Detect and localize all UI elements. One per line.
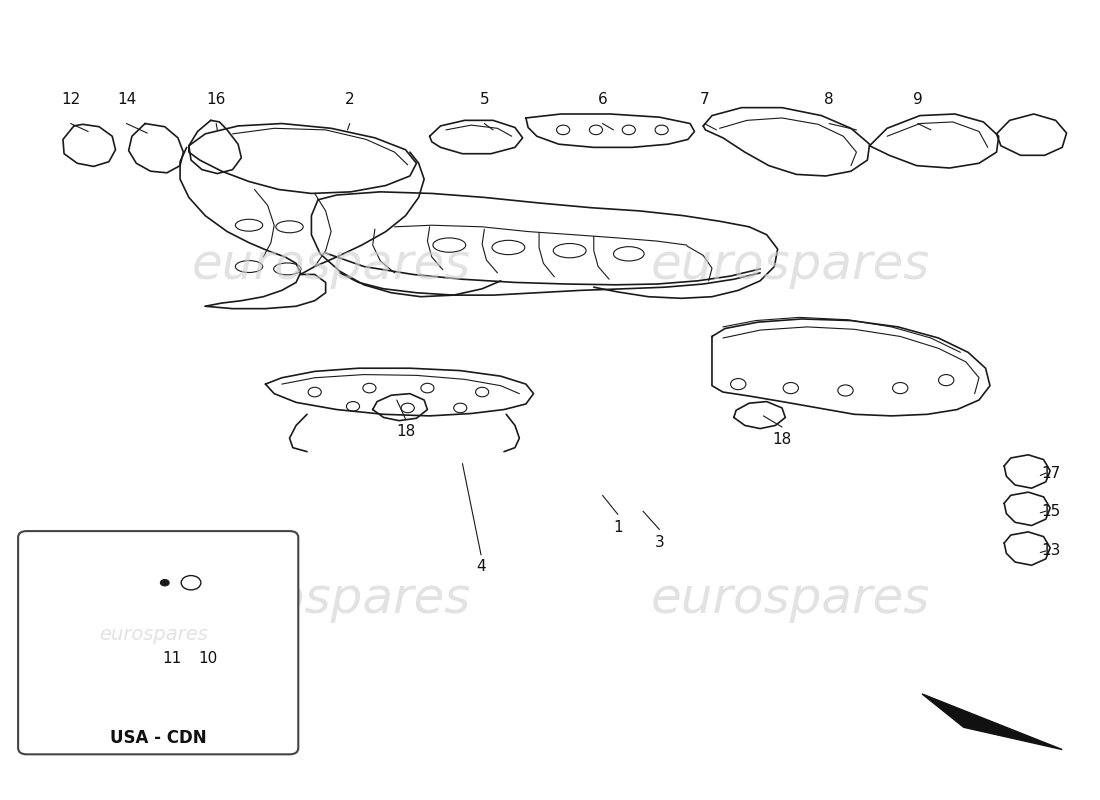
- Text: 14: 14: [117, 92, 136, 107]
- Text: 15: 15: [1042, 504, 1060, 518]
- Text: 11: 11: [163, 650, 182, 666]
- Text: 7: 7: [700, 92, 710, 107]
- Text: eurospares: eurospares: [191, 241, 471, 289]
- Text: 12: 12: [60, 92, 80, 107]
- Text: 18: 18: [772, 432, 792, 447]
- Text: eurospares: eurospares: [191, 574, 471, 622]
- Polygon shape: [922, 694, 1063, 750]
- Text: 10: 10: [198, 650, 217, 666]
- Text: 16: 16: [207, 92, 226, 107]
- Text: 3: 3: [654, 534, 664, 550]
- Text: 4: 4: [476, 559, 486, 574]
- Text: eurospares: eurospares: [651, 241, 931, 289]
- Text: eurospares: eurospares: [651, 574, 931, 622]
- FancyBboxPatch shape: [18, 531, 298, 754]
- Text: 18: 18: [396, 424, 415, 439]
- Text: 13: 13: [1042, 543, 1060, 558]
- Text: 9: 9: [913, 92, 923, 107]
- Text: 1: 1: [613, 520, 623, 534]
- Text: eurospares: eurospares: [99, 625, 208, 644]
- Text: 17: 17: [1042, 466, 1060, 481]
- Circle shape: [161, 579, 169, 586]
- Text: 6: 6: [597, 92, 607, 107]
- Text: USA - CDN: USA - CDN: [110, 729, 207, 746]
- Text: 8: 8: [824, 92, 834, 107]
- Text: 5: 5: [480, 92, 490, 107]
- Text: 2: 2: [345, 92, 354, 107]
